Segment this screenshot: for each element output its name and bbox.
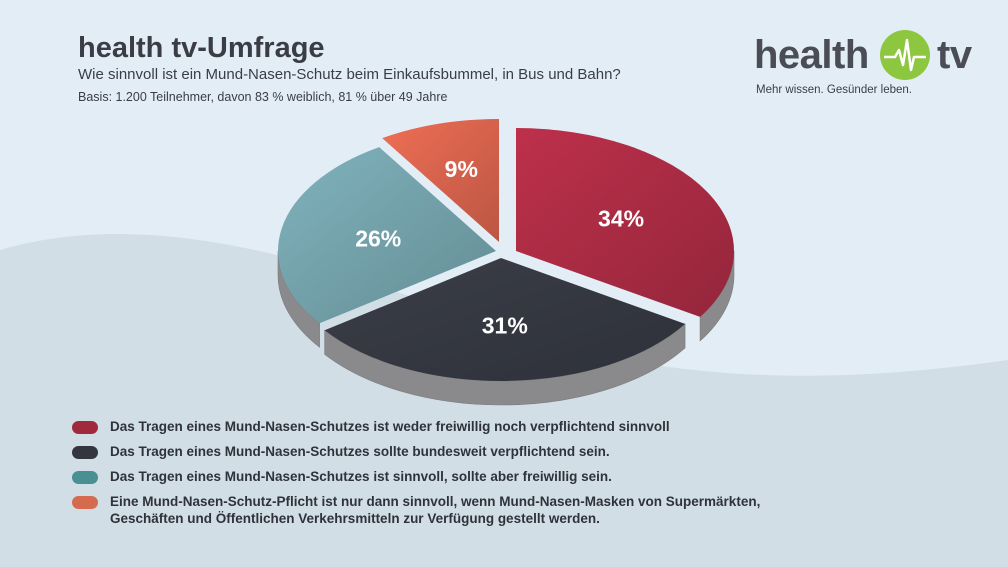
legend-swatch-verpflichtend (72, 446, 98, 459)
legend-item-bedingt: Eine Mund-Nasen-Schutz-Pflicht ist nur d… (72, 493, 832, 527)
legend-label-weder: Das Tragen eines Mund-Nasen-Schutzes ist… (110, 419, 670, 434)
chart-legend: Das Tragen eines Mund-Nasen-Schutzes ist… (72, 418, 832, 535)
slice-label-weder: 34% (598, 205, 644, 231)
legend-swatch-weder (72, 421, 98, 434)
survey-basis: Basis: 1.200 Teilnehmer, davon 83 % weib… (78, 90, 448, 104)
legend-item-freiwillig: Das Tragen eines Mund-Nasen-Schutzes ist… (72, 468, 832, 485)
legend-item-weder: Das Tragen eines Mund-Nasen-Schutzes ist… (72, 418, 832, 435)
legend-label-freiwillig: Das Tragen eines Mund-Nasen-Schutzes ist… (110, 469, 612, 484)
slice-label-bedingt: 9% (445, 156, 478, 182)
legend-item-verpflichtend: Das Tragen eines Mund-Nasen-Schutzes sol… (72, 443, 832, 460)
legend-swatch-freiwillig (72, 471, 98, 484)
slice-label-verpflichtend: 31% (482, 313, 528, 339)
pie-slice-freiwillig (278, 147, 496, 324)
logo-tagline: Mehr wissen. Gesünder leben. (756, 84, 912, 96)
page-title: health tv-Umfrage (78, 32, 325, 64)
heartbeat-icon (880, 30, 930, 80)
legend-swatch-bedingt (72, 496, 98, 509)
logo-word-health: health (754, 33, 869, 77)
pie-side-freiwillig (277, 250, 320, 348)
logo-word-tv: tv (937, 33, 972, 77)
pie-slice-weder (516, 128, 734, 317)
survey-question: Wie sinnvoll ist ein Mund-Nasen-Schutz b… (78, 66, 621, 83)
pie-slice-bedingt (382, 119, 499, 242)
legend-label-bedingt: Eine Mund-Nasen-Schutz-Pflicht ist nur d… (110, 494, 761, 526)
health-tv-logo: health tv (754, 28, 984, 98)
pie-slice-verpflichtend (324, 258, 686, 381)
slice-label-freiwillig: 26% (355, 225, 401, 251)
pie-chart: 34% 31% 26% 9% (277, 119, 735, 406)
legend-label-verpflichtend: Das Tragen eines Mund-Nasen-Schutzes sol… (110, 444, 610, 459)
